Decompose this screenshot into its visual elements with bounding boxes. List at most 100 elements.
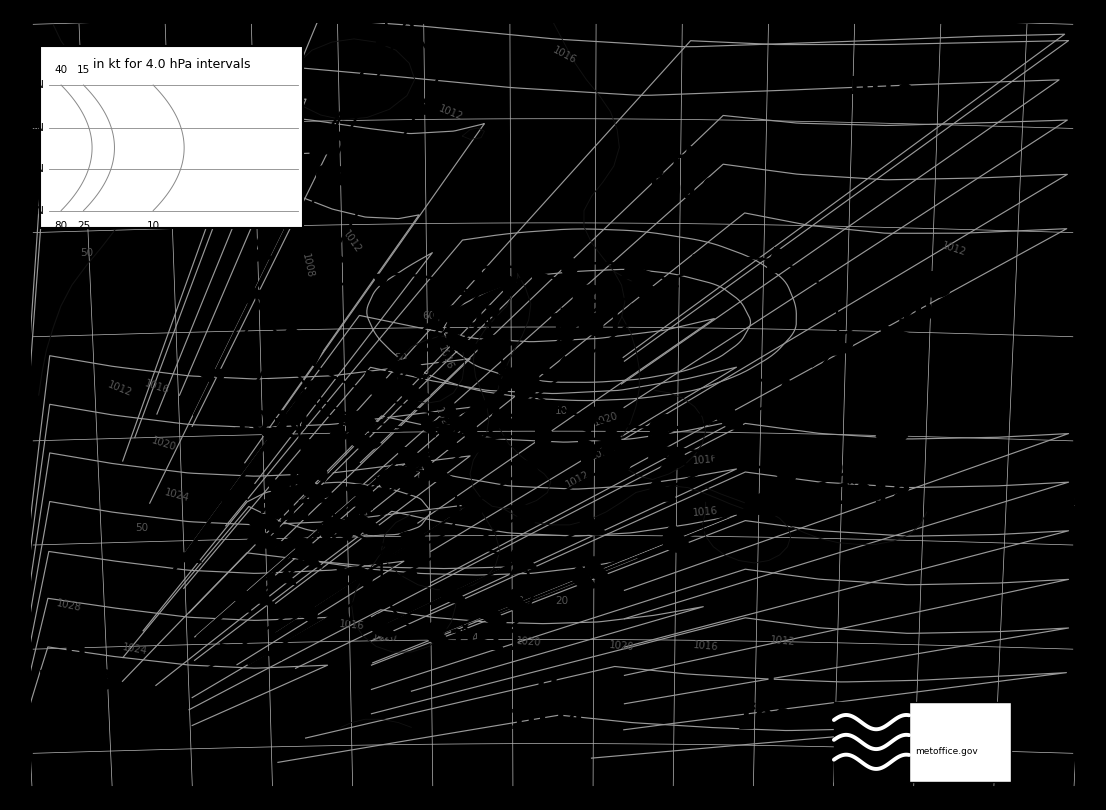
Polygon shape <box>292 467 313 480</box>
Text: 1028: 1028 <box>55 599 82 613</box>
Polygon shape <box>463 430 484 454</box>
Polygon shape <box>886 292 912 313</box>
Polygon shape <box>419 416 436 429</box>
Polygon shape <box>478 335 512 352</box>
Text: 1024: 1024 <box>164 488 190 504</box>
Polygon shape <box>319 525 336 537</box>
Polygon shape <box>650 479 676 501</box>
Polygon shape <box>345 567 372 588</box>
Text: L: L <box>765 676 783 704</box>
Polygon shape <box>393 360 424 379</box>
Polygon shape <box>289 211 309 222</box>
Text: 1016: 1016 <box>437 344 455 372</box>
Polygon shape <box>248 290 268 301</box>
Polygon shape <box>347 522 366 536</box>
Text: L: L <box>456 273 473 301</box>
Bar <box>1075 0 1106 810</box>
Text: 0: 0 <box>658 415 665 424</box>
Polygon shape <box>334 608 351 620</box>
Text: 1012: 1012 <box>258 498 335 526</box>
Polygon shape <box>604 451 630 473</box>
Text: 1016: 1016 <box>1073 497 1099 510</box>
Polygon shape <box>492 409 521 429</box>
Polygon shape <box>499 369 528 389</box>
Polygon shape <box>275 570 296 585</box>
Text: L: L <box>478 597 495 625</box>
Polygon shape <box>578 407 602 433</box>
Text: 1024: 1024 <box>509 707 586 735</box>
Polygon shape <box>919 278 949 297</box>
Polygon shape <box>296 463 327 482</box>
Polygon shape <box>376 477 396 491</box>
Text: 50: 50 <box>522 380 535 390</box>
Text: 20: 20 <box>555 596 568 606</box>
Polygon shape <box>720 404 744 429</box>
Text: 1020: 1020 <box>593 411 619 428</box>
Text: L: L <box>926 270 943 297</box>
Polygon shape <box>511 547 536 569</box>
Text: 60N: 60N <box>23 123 44 133</box>
Polygon shape <box>255 593 275 607</box>
Polygon shape <box>419 470 436 485</box>
Polygon shape <box>384 468 415 489</box>
Polygon shape <box>300 437 320 450</box>
Polygon shape <box>278 604 294 617</box>
Polygon shape <box>571 315 602 336</box>
Text: 1024: 1024 <box>409 460 427 488</box>
Polygon shape <box>293 390 313 402</box>
Polygon shape <box>534 362 553 376</box>
Bar <box>40 46 303 228</box>
Text: H: H <box>1073 377 1095 404</box>
Polygon shape <box>462 545 476 558</box>
Polygon shape <box>417 104 436 114</box>
Text: 101: 101 <box>1055 407 1106 435</box>
Polygon shape <box>419 625 434 637</box>
Polygon shape <box>348 57 371 69</box>
Polygon shape <box>373 275 389 288</box>
Polygon shape <box>649 435 666 459</box>
Polygon shape <box>322 518 353 540</box>
Text: 30: 30 <box>375 633 388 643</box>
Polygon shape <box>573 285 602 306</box>
Polygon shape <box>240 399 260 410</box>
Text: metoffice.gov: metoffice.gov <box>915 747 978 756</box>
Polygon shape <box>745 492 770 514</box>
Polygon shape <box>535 424 552 448</box>
Polygon shape <box>353 497 373 509</box>
Polygon shape <box>300 478 332 499</box>
Polygon shape <box>302 351 322 365</box>
Polygon shape <box>233 292 254 304</box>
Text: 1016: 1016 <box>144 378 170 396</box>
Polygon shape <box>495 378 514 392</box>
Polygon shape <box>876 428 908 444</box>
Polygon shape <box>251 527 283 548</box>
Text: 1012: 1012 <box>564 469 591 490</box>
Polygon shape <box>771 465 795 488</box>
Polygon shape <box>246 518 265 531</box>
Text: 1011: 1011 <box>448 628 525 655</box>
Text: 40: 40 <box>54 66 67 75</box>
Polygon shape <box>578 439 597 463</box>
Polygon shape <box>345 411 375 430</box>
Polygon shape <box>278 194 300 207</box>
Text: in kt for 4.0 hPa intervals: in kt for 4.0 hPa intervals <box>93 58 250 70</box>
Text: 1016: 1016 <box>644 176 721 203</box>
Text: H: H <box>64 637 86 665</box>
Polygon shape <box>581 513 606 535</box>
Polygon shape <box>698 399 724 420</box>
Polygon shape <box>313 292 332 306</box>
Polygon shape <box>290 603 317 624</box>
Polygon shape <box>345 512 366 526</box>
Polygon shape <box>302 554 322 568</box>
Polygon shape <box>440 280 456 296</box>
Text: H: H <box>536 676 559 704</box>
Text: 1001: 1001 <box>547 312 625 339</box>
Polygon shape <box>406 532 422 548</box>
Text: 1016: 1016 <box>551 45 577 66</box>
Polygon shape <box>463 256 483 280</box>
Polygon shape <box>210 490 231 501</box>
Text: 70N: 70N <box>23 80 44 90</box>
Text: 1016: 1016 <box>692 640 719 653</box>
Polygon shape <box>481 396 500 411</box>
Polygon shape <box>436 428 456 441</box>
